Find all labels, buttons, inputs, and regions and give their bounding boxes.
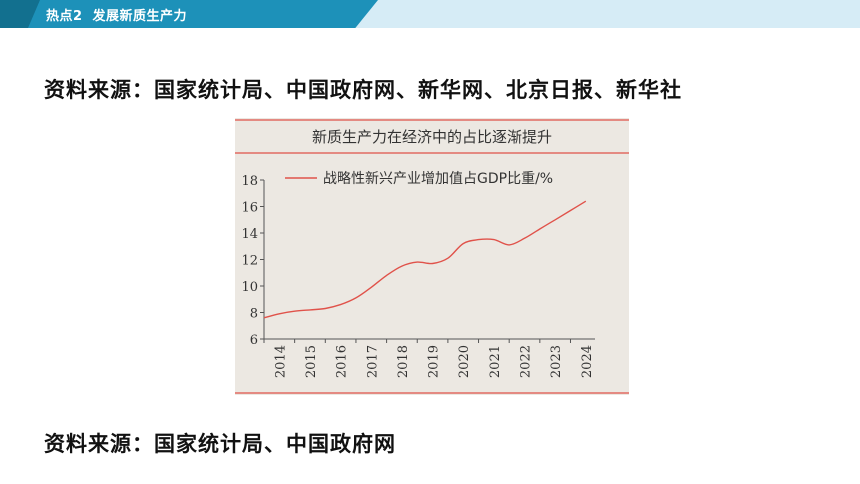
source-note-top: 资料来源：国家统计局、中国政府网、新华网、北京日报、新华社 [44, 77, 682, 102]
y-tick-label: 16 [241, 201, 258, 216]
x-tick-label: 2019 [427, 345, 442, 378]
x-tick-label: 2021 [488, 345, 503, 378]
header-title-text: 发展新质生产力 [92, 9, 188, 24]
y-tick-label: 10 [241, 280, 258, 295]
legend-label: 战略性新兴产业增加值占GDP比重/% [323, 171, 553, 187]
header-tab [0, 0, 378, 28]
x-tick-label: 2020 [457, 345, 472, 378]
y-tick-label: 14 [241, 227, 258, 242]
series-line [263, 200, 587, 319]
y-tick-label: 18 [241, 174, 258, 189]
x-tick-label: 2024 [580, 345, 595, 378]
chart-panel: 新质生产力在经济中的占比逐渐提升 6 8 10 12 14 16 18 2014 2015 2016… [235, 118, 629, 395]
chart-title: 新质生产力在经济中的占比逐渐提升 [312, 128, 552, 146]
x-tick-label: 2015 [304, 345, 319, 378]
y-tick-label: 8 [250, 307, 258, 322]
x-tick-label: 2014 [273, 345, 288, 378]
x-tick-label: 2018 [396, 345, 411, 378]
x-tick-label: 2016 [335, 345, 350, 378]
x-tick-label: 2023 [549, 345, 564, 378]
source-note-bottom: 资料来源：国家统计局、中国政府网 [44, 431, 396, 456]
header-bar: 热点2 发展新质生产力 [0, 0, 860, 28]
x-tick-label: 2017 [365, 345, 380, 378]
y-tick-label: 6 [250, 333, 258, 348]
line-chart: 新质生产力在经济中的占比逐渐提升 6 8 10 12 14 16 18 2014 2015 2016… [235, 119, 629, 394]
x-tick-label: 2022 [519, 345, 534, 378]
header-tag: 热点2 [46, 9, 83, 24]
y-tick-label: 12 [241, 254, 258, 269]
header-title: 热点2 发展新质生产力 [46, 5, 187, 24]
